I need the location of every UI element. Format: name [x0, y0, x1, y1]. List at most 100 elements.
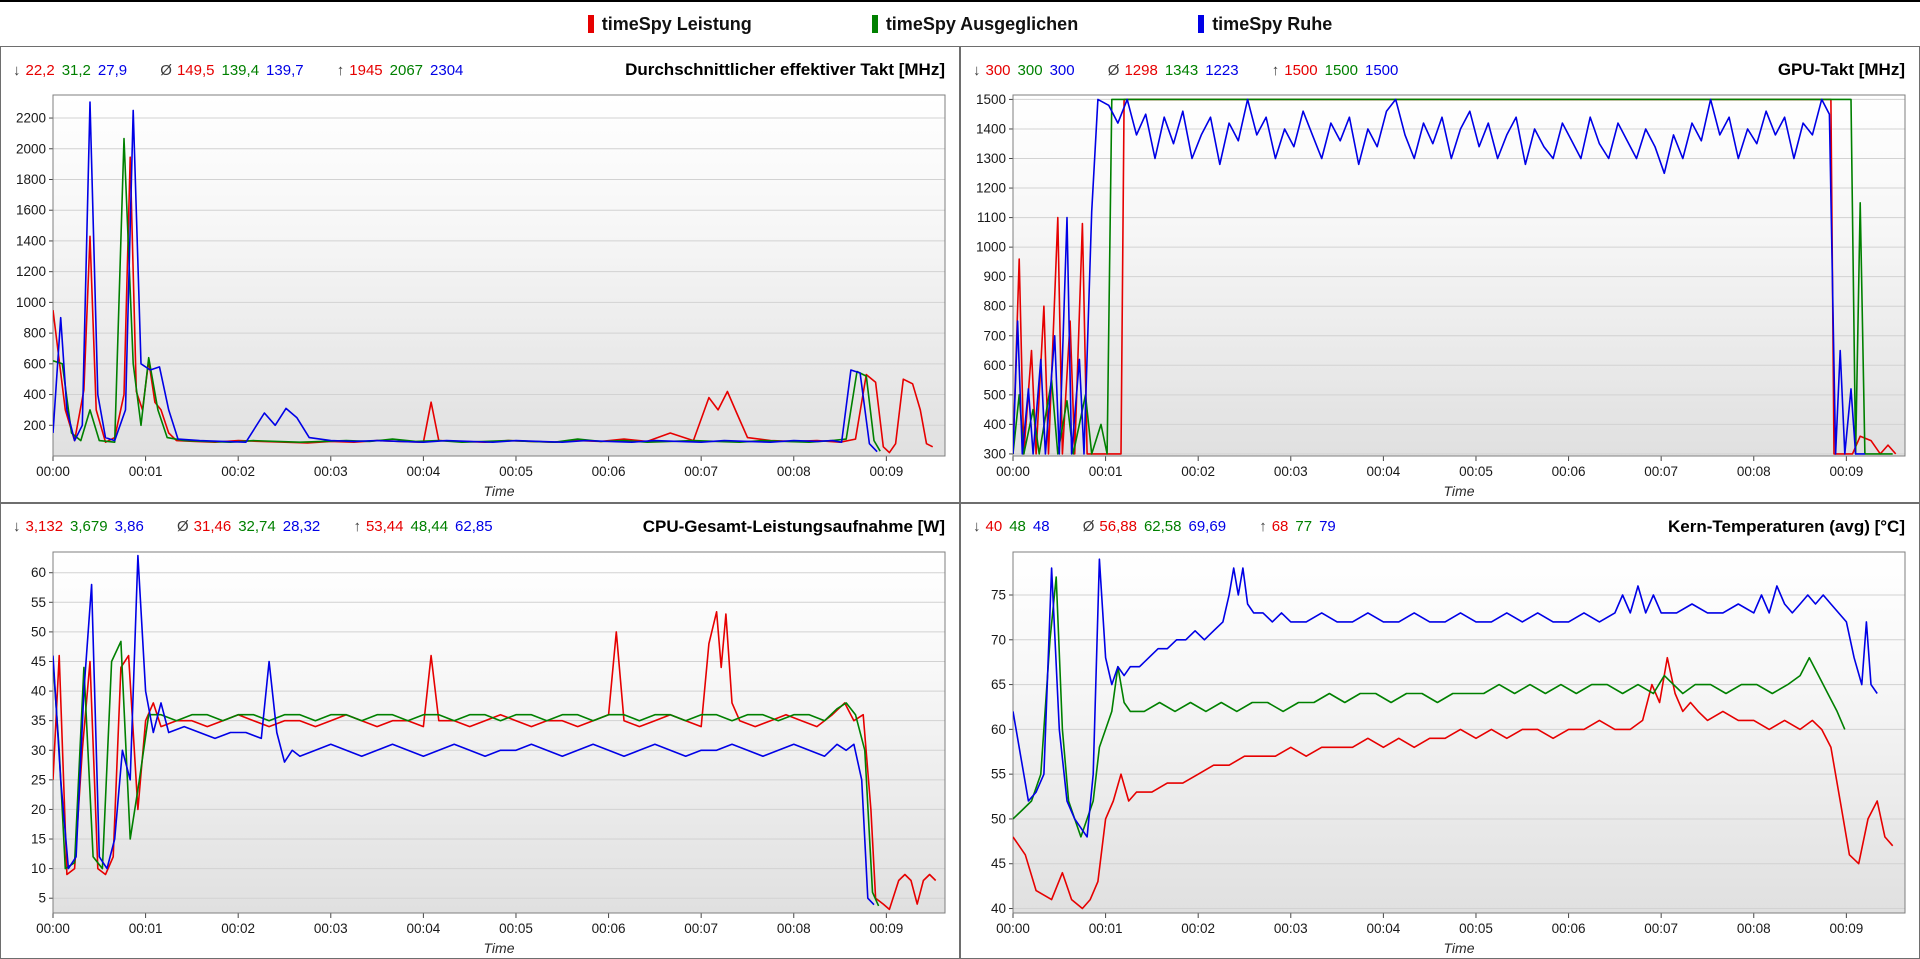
svg-text:1100: 1100	[977, 210, 1006, 225]
svg-text:00:00: 00:00	[996, 921, 1030, 936]
panel-cpu-power: ↓ 3,132 3,679 3,86 Ø 31,46 32,74 28,32 ↑ 53,44 4…	[0, 502, 960, 959]
svg-text:15: 15	[31, 831, 46, 846]
svg-text:00:01: 00:01	[129, 921, 163, 936]
svg-text:45: 45	[31, 653, 46, 668]
svg-text:500: 500	[983, 387, 1006, 402]
svg-text:25: 25	[31, 772, 46, 787]
svg-text:00:05: 00:05	[499, 921, 533, 936]
stat-min-red: 300	[985, 61, 1011, 79]
chart-stats: ↓ 300 300 300 Ø 1298 1343 1223 ↑ 1500 1500 1500	[973, 62, 1427, 79]
series-color-bar-green	[871, 15, 878, 33]
panel-core-temps: ↓ 40 48 48 Ø 56,88 62,58 69,69 ↑ 68 77 79 Kern-Te…	[960, 502, 1920, 959]
svg-text:35: 35	[31, 713, 46, 728]
legend-item-leistung: timeSpy Leistung	[587, 13, 752, 35]
min-icon: ↓	[13, 518, 21, 535]
svg-text:900: 900	[983, 269, 1006, 284]
svg-text:00:01: 00:01	[1089, 921, 1123, 936]
svg-text:1200: 1200	[976, 181, 1006, 196]
stat-max-red: 53,44	[365, 518, 404, 535]
svg-text:60: 60	[31, 565, 46, 580]
svg-text:700: 700	[983, 328, 1006, 343]
legend-label: timeSpy Ruhe	[1212, 13, 1333, 34]
stat-max-green: 48,44	[410, 518, 449, 535]
stat-max-green: 77	[1295, 518, 1313, 535]
svg-text:55: 55	[31, 594, 46, 609]
svg-text:2200: 2200	[16, 111, 46, 126]
svg-text:300: 300	[983, 446, 1006, 461]
svg-text:Time: Time	[484, 483, 515, 499]
svg-text:00:03: 00:03	[314, 464, 348, 479]
svg-text:00:09: 00:09	[1829, 464, 1863, 479]
svg-text:Time: Time	[1444, 483, 1475, 499]
svg-text:00:03: 00:03	[314, 921, 348, 936]
stat-min-green: 3,679	[70, 518, 108, 535]
stat-max-red: 68	[1271, 518, 1289, 535]
stat-min-red: 22,2	[25, 61, 55, 79]
panel-gpu-clock: ↓ 300 300 300 Ø 1298 1343 1223 ↑ 1500 1500 1500 G…	[960, 46, 1920, 503]
svg-text:40: 40	[31, 683, 46, 698]
svg-text:400: 400	[23, 387, 46, 402]
svg-text:00:04: 00:04	[1366, 464, 1400, 479]
stat-max-red: 1500	[1284, 61, 1318, 79]
chart-stats: ↓ 40 48 48 Ø 56,88 62,58 69,69 ↑ 68 77 79	[973, 518, 1365, 535]
series-color-bar-red	[587, 15, 594, 33]
svg-text:800: 800	[983, 299, 1006, 314]
svg-text:60: 60	[991, 721, 1006, 736]
svg-text:50: 50	[31, 624, 46, 639]
svg-text:00:06: 00:06	[1552, 921, 1586, 936]
legend-label: timeSpy Leistung	[601, 13, 752, 34]
chart-canvas-gpu-clock[interactable]: 300 400 500 600 700 800 900 1000 1100 1200 1300 140…	[961, 87, 1919, 502]
stat-avg-red: 31,46	[193, 518, 232, 535]
panel-header: ↓ 22,2 31,2 27,9 Ø 149,5 139,4 139,7 ↑ 1945 2067…	[1, 47, 959, 87]
svg-text:600: 600	[983, 358, 1006, 373]
svg-text:00:05: 00:05	[1459, 464, 1493, 479]
stat-max-green: 2067	[389, 61, 424, 79]
stat-avg-green: 139,4	[221, 61, 260, 79]
svg-text:00:05: 00:05	[499, 464, 533, 479]
svg-text:1200: 1200	[16, 264, 46, 279]
svg-text:200: 200	[23, 418, 46, 433]
svg-text:00:06: 00:06	[592, 921, 626, 936]
svg-text:1800: 1800	[16, 172, 46, 187]
min-icon: ↓	[973, 61, 981, 79]
svg-text:1400: 1400	[976, 121, 1006, 136]
min-icon: ↓	[13, 61, 21, 79]
stat-avg-blue: 69,69	[1188, 518, 1227, 535]
svg-text:55: 55	[991, 766, 1006, 781]
stat-max-blue: 79	[1319, 518, 1336, 535]
svg-text:1300: 1300	[976, 151, 1006, 166]
svg-text:00:06: 00:06	[592, 464, 626, 479]
chart-canvas-cpu-power[interactable]: 5 10 15 20 25 30 35 40 45 50 55 60 00:00 00:01 00:02 00…	[1, 544, 959, 959]
svg-text:1500: 1500	[976, 92, 1006, 107]
svg-text:00:02: 00:02	[1181, 921, 1215, 936]
svg-text:400: 400	[983, 417, 1006, 432]
chart-title: CPU-Gesamt-Leistungsaufnahme [W]	[642, 516, 945, 536]
charts-grid: ↓ 22,2 31,2 27,9 Ø 149,5 139,4 139,7 ↑ 1945 2067…	[0, 46, 1920, 959]
stat-avg-blue: 139,7	[266, 61, 304, 79]
chart-canvas-effective-clock[interactable]: 200 400 600 800 1000 1200 1400 1600 1800 2000 2200…	[1, 87, 959, 502]
svg-text:5: 5	[38, 890, 46, 905]
avg-icon: Ø	[1107, 61, 1120, 79]
svg-text:75: 75	[991, 587, 1006, 602]
svg-text:20: 20	[31, 801, 46, 816]
svg-text:00:07: 00:07	[684, 464, 718, 479]
svg-text:00:09: 00:09	[869, 464, 903, 479]
svg-text:40: 40	[991, 901, 1006, 916]
svg-text:00:03: 00:03	[1274, 464, 1308, 479]
svg-text:00:04: 00:04	[406, 921, 440, 936]
svg-text:00:01: 00:01	[1089, 464, 1123, 479]
chart-canvas-core-temps[interactable]: 40 45 50 55 60 65 70 75 00:00 00:01 00:02 00:03 00:0…	[961, 544, 1919, 959]
svg-text:10: 10	[31, 861, 46, 876]
stat-max-blue: 1500	[1364, 61, 1399, 79]
svg-text:00:05: 00:05	[1459, 921, 1493, 936]
stat-avg-blue: 28,32	[282, 518, 321, 535]
stat-min-blue: 3,86	[114, 518, 144, 535]
avg-icon: Ø	[160, 61, 172, 79]
legend-item-ruhe: timeSpy Ruhe	[1198, 14, 1332, 35]
svg-text:600: 600	[23, 356, 46, 371]
stat-min-red: 3,132	[25, 518, 64, 535]
svg-text:00:00: 00:00	[996, 464, 1030, 479]
stat-avg-red: 56,88	[1099, 518, 1137, 535]
avg-icon: Ø	[1082, 518, 1095, 535]
svg-text:800: 800	[23, 326, 46, 341]
